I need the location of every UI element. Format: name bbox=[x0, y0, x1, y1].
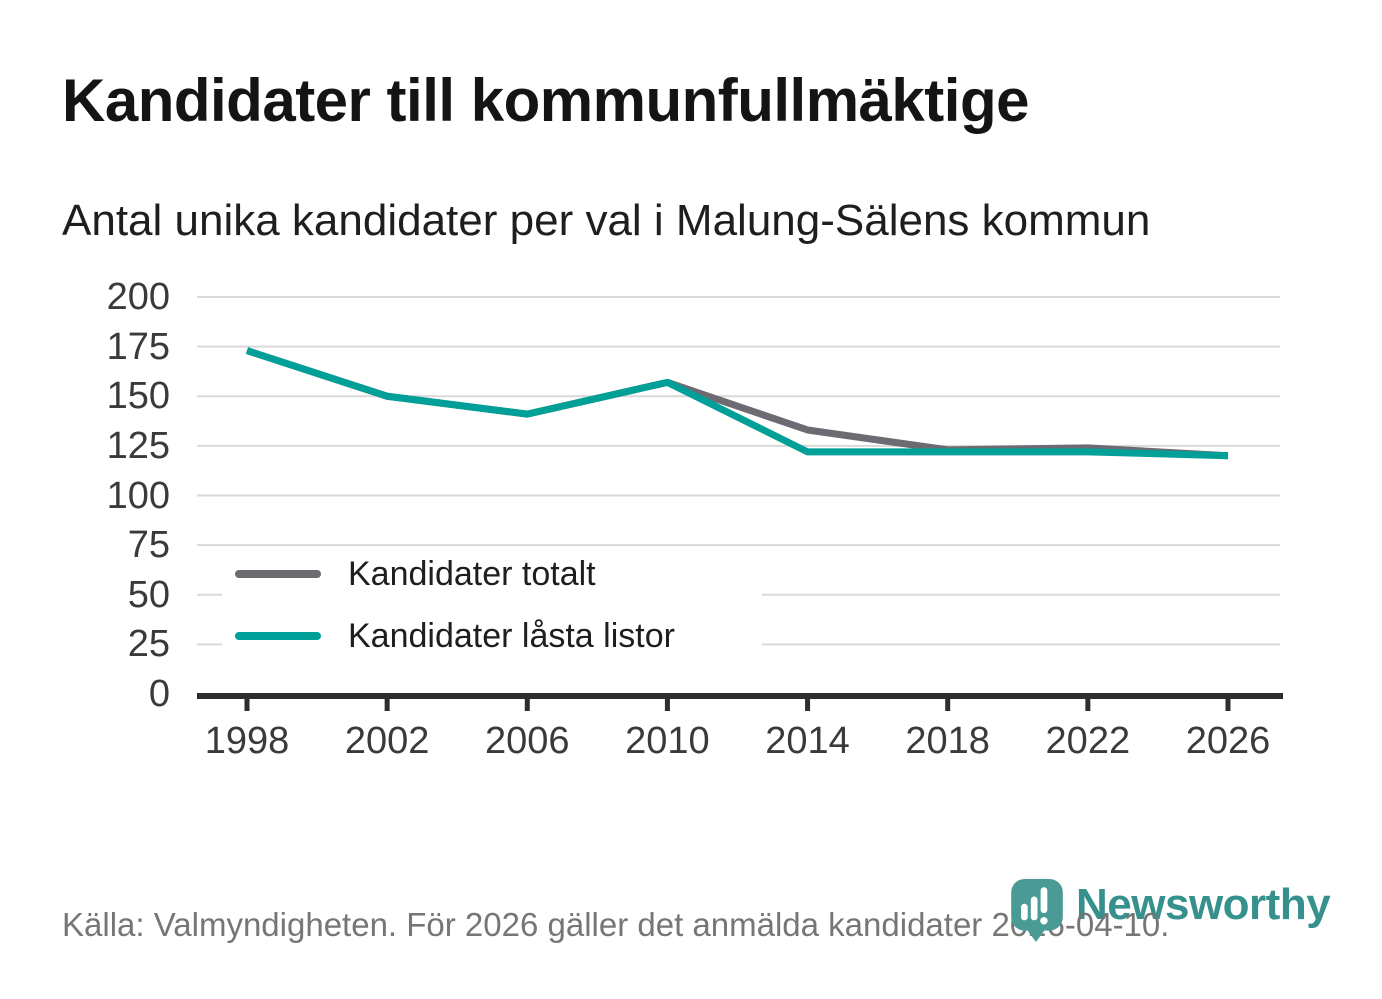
y-axis-label: 150 bbox=[106, 375, 170, 418]
series-line-total bbox=[245, 347, 1229, 460]
series-line-locked bbox=[245, 347, 1229, 460]
x-axis-label: 2010 bbox=[625, 720, 710, 762]
legend-label-total: Kandidater totalt bbox=[348, 554, 596, 593]
legend-swatch-locked bbox=[235, 632, 321, 640]
y-axis-label: 25 bbox=[127, 623, 170, 666]
chart-legend: Kandidater totalt Kandidater låsta listo… bbox=[222, 548, 762, 662]
y-axis-label: 100 bbox=[106, 474, 170, 517]
x-axis-label: 2018 bbox=[905, 720, 990, 762]
legend-swatch-total bbox=[235, 570, 321, 578]
y-axis-label: 200 bbox=[106, 276, 170, 318]
y-axis-label: 75 bbox=[127, 524, 170, 567]
x-axis-label: 2002 bbox=[344, 720, 430, 762]
legend-item-total: Kandidater totalt bbox=[222, 548, 762, 600]
x-axis-label: 2006 bbox=[484, 720, 570, 762]
y-axis-label: 175 bbox=[106, 325, 170, 368]
x-axis-label: 1998 bbox=[204, 720, 290, 762]
y-axis-label: 0 bbox=[148, 673, 170, 715]
x-axis-label: 2014 bbox=[765, 720, 850, 762]
y-axis-label: 50 bbox=[127, 573, 170, 616]
legend-item-locked: Kandidater låsta listor bbox=[222, 610, 762, 662]
x-axis-label: 2026 bbox=[1185, 720, 1271, 762]
newsworthy-pin-icon bbox=[1011, 879, 1063, 942]
page-title: Kandidater till kommunfullmäktige bbox=[62, 67, 1029, 134]
x-axis-label: 2022 bbox=[1045, 720, 1131, 762]
chart-subtitle: Antal unika kandidater per val i Malung-… bbox=[62, 196, 1151, 245]
source-note: Källa: Valmyndigheten. För 2026 gäller d… bbox=[62, 906, 1170, 943]
legend-label-locked: Kandidater låsta listor bbox=[348, 616, 675, 655]
newsworthy-wordmark: Newsworthy bbox=[1076, 880, 1331, 929]
y-axis-label: 125 bbox=[106, 424, 170, 467]
